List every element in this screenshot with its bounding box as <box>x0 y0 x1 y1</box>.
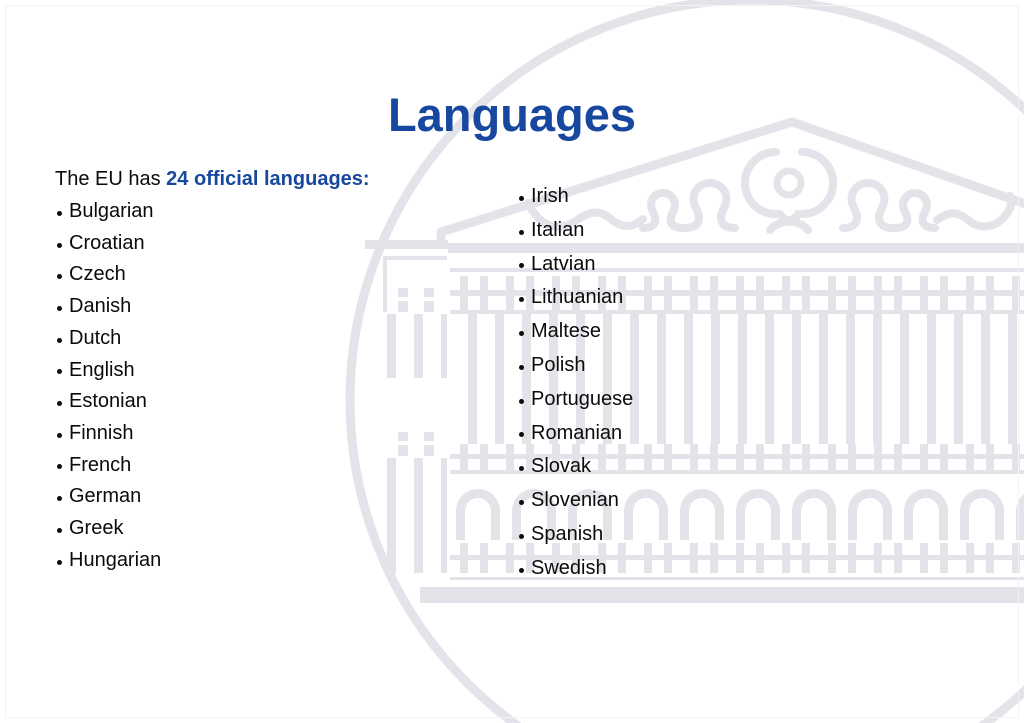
language-list-right: Irish Italian Latvian Lithuanian Maltese Poli… <box>517 180 777 586</box>
language-item: Bulgarian <box>55 196 425 228</box>
intro-line: The EU has 24 official languages: <box>55 167 425 191</box>
language-item: French <box>55 450 425 482</box>
intro-highlight-text: 24 official languages: <box>166 168 370 190</box>
language-item: Latvian <box>517 248 777 282</box>
language-item: Hungarian <box>55 545 425 577</box>
language-item: Dutch <box>55 323 425 355</box>
languages-column-right: Irish Italian Latvian Lithuanian Maltese Poli… <box>517 180 777 586</box>
language-item: Swedish <box>517 552 777 586</box>
language-item: Irish <box>517 180 777 214</box>
language-item: Estonian <box>55 386 425 418</box>
language-item: German <box>55 481 425 513</box>
building-facade <box>365 240 1024 603</box>
language-item: Polish <box>517 349 777 383</box>
language-list-left: Bulgarian Croatian Czech Danish Dutch English… <box>55 196 425 576</box>
page-title: Languages <box>387 88 637 142</box>
language-item: Slovenian <box>517 484 777 518</box>
language-item: Portuguese <box>517 383 777 417</box>
language-item: Maltese <box>517 315 777 349</box>
language-item: Croatian <box>55 228 425 260</box>
pediment-scrollwork <box>524 148 1016 234</box>
circle-frame <box>345 0 1024 723</box>
language-item: Slovak <box>517 450 777 484</box>
language-item: Lithuanian <box>517 281 777 315</box>
language-item: Finnish <box>55 418 425 450</box>
language-item: Danish <box>55 291 425 323</box>
language-item: Spanish <box>517 518 777 552</box>
languages-column-left: The EU has 24 official languages: Bulgar… <box>55 167 425 576</box>
language-item: English <box>55 355 425 387</box>
intro-plain-text: The EU has <box>55 168 167 190</box>
language-item: Italian <box>517 214 777 248</box>
language-item: Greek <box>55 513 425 545</box>
language-item: Romanian <box>517 417 777 451</box>
language-item: Czech <box>55 259 425 291</box>
building-left-wing <box>383 256 447 573</box>
